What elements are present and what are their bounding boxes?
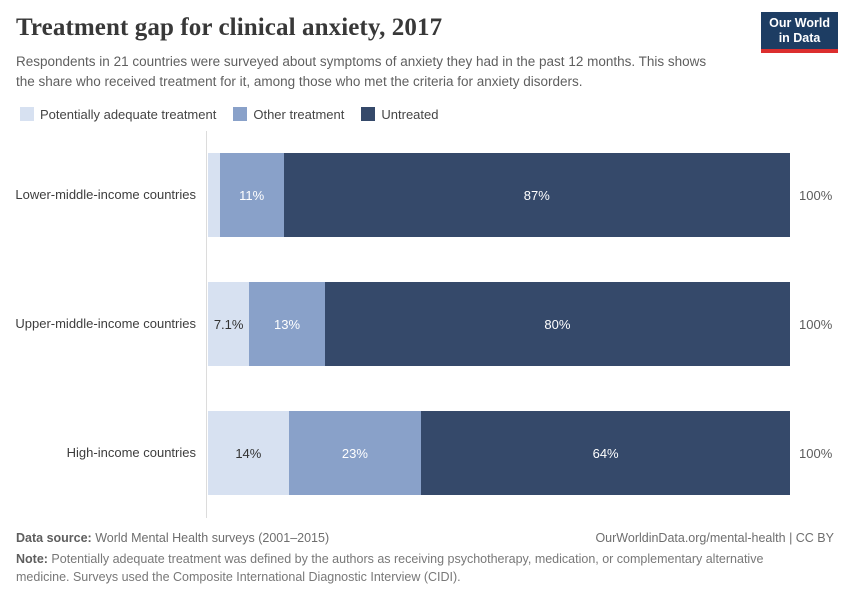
data-source-text: World Mental Health surveys (2001–2015) <box>91 530 330 545</box>
legend-swatch-icon <box>20 107 34 121</box>
chart-title: Treatment gap for clinical anxiety, 2017 <box>16 14 443 41</box>
category-label: Upper-middle-income countries <box>15 315 196 331</box>
bar-segment: 80% <box>324 282 790 366</box>
legend-label: Other treatment <box>253 106 345 122</box>
bar-segment: 7.1% <box>208 282 250 366</box>
bar-segment: 87% <box>283 153 790 237</box>
bar-value-label: 11% <box>239 187 265 203</box>
stacked-bar: 7.1% 13% 80% <box>208 282 790 366</box>
legend-swatch-icon <box>361 107 376 121</box>
note-label: Note: <box>16 551 48 566</box>
footer: Data source: World Mental Health surveys… <box>16 531 834 586</box>
footer-link[interactable]: OurWorldinData.org/mental-health | CC BY <box>595 530 834 545</box>
total-label: 100% <box>799 316 833 332</box>
bar-segment: 64% <box>421 411 791 495</box>
chart-row: Upper-middle-income countries 7.1% 13% 80% 1… <box>0 260 850 389</box>
owid-logo-line1: Our World <box>769 16 830 30</box>
bar-value-label: 64% <box>592 445 619 461</box>
legend-label: Potentially adequate treatment <box>40 106 217 122</box>
category-label: High-income countries <box>66 444 196 460</box>
bar-segment <box>208 153 220 237</box>
chart-rows: Lower-middle-income countries 11% 87% 100% U… <box>0 131 850 518</box>
legend-swatch-icon <box>233 107 248 121</box>
chart-row: Lower-middle-income countries 11% 87% 100% <box>0 131 850 260</box>
total-label: 100% <box>799 445 833 461</box>
legend-item: Untreated <box>361 107 438 122</box>
bar-value-label: 13% <box>274 316 301 332</box>
owid-logo[interactable]: Our World in Data <box>761 12 838 53</box>
legend-item: Potentially adequate treatment <box>20 107 216 122</box>
data-source: Data source: World Mental Health surveys… <box>16 531 329 545</box>
note-text: Potentially adequate treatment was defin… <box>16 551 764 584</box>
owid-logo-line2: in Data <box>778 31 821 45</box>
footer-note: Note: Potentially adequate treatment was… <box>16 550 802 586</box>
stacked-bar: 14% 23% 64% <box>208 411 791 495</box>
legend-label: Untreated <box>381 106 439 122</box>
bar-segment: 14% <box>208 411 289 495</box>
bar-segment: 13% <box>249 282 325 366</box>
legend-item: Other treatment <box>233 107 344 122</box>
bar-value-label: 80% <box>544 316 571 332</box>
bar-value-label: 7.1% <box>213 316 244 332</box>
chart-subtitle: Respondents in 21 countries were surveye… <box>16 54 707 90</box>
chart-row: High-income countries 14% 23% 64% 100% <box>0 389 850 518</box>
chart: Lower-middle-income countries 11% 87% 100% U… <box>0 130 850 518</box>
bar-segment: 11% <box>219 153 284 237</box>
bar-value-label: 23% <box>341 445 368 461</box>
bar-value-label: 14% <box>235 445 262 461</box>
data-source-label: Data source: <box>16 530 92 545</box>
total-label: 100% <box>799 187 833 203</box>
bar-value-label: 87% <box>523 187 550 203</box>
y-axis-line <box>206 130 207 518</box>
stacked-bar: 11% 87% <box>208 153 790 237</box>
legend: Potentially adequate treatment Other trea… <box>20 107 850 122</box>
bar-segment: 23% <box>288 411 422 495</box>
category-label: Lower-middle-income countries <box>15 186 196 202</box>
